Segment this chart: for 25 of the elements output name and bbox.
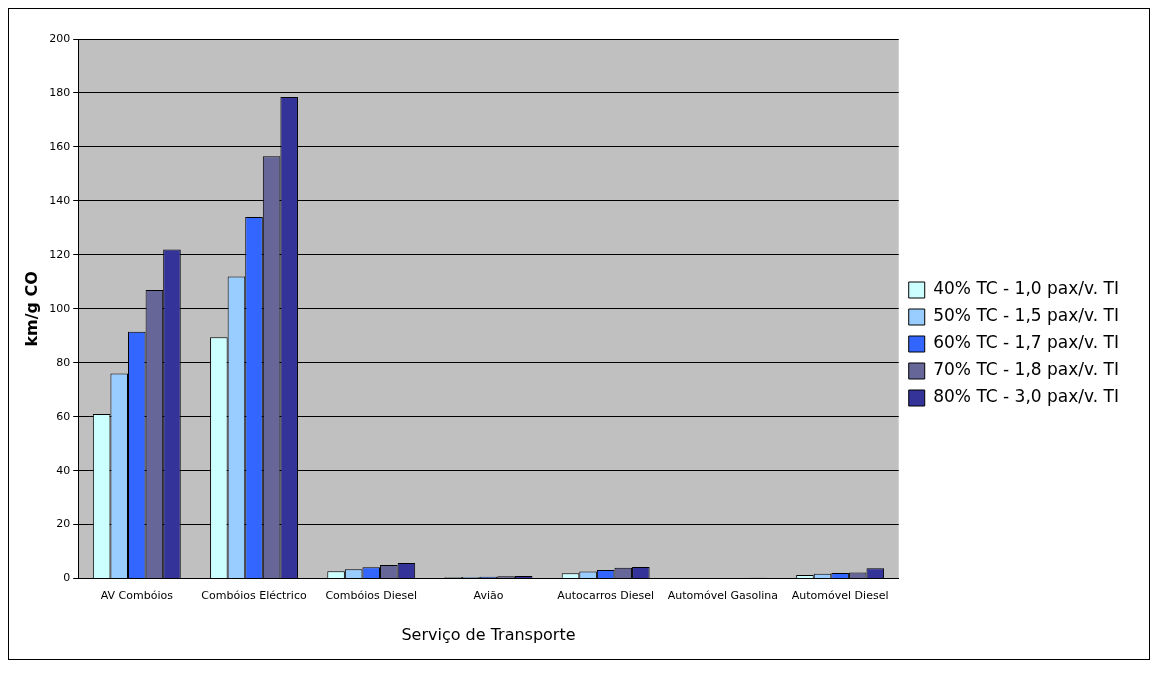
y-tick-label: 60 xyxy=(56,409,71,423)
legend-label: 70% TC - 1,8 pax/v. TI xyxy=(933,359,1120,380)
x-tick-label: Combóios Diesel xyxy=(325,589,418,603)
legend-label: 50% TC - 1,5 pax/v. TI xyxy=(933,305,1120,326)
x-tick-label: Automóvel Gasolina xyxy=(667,589,779,603)
y-tick-label: 140 xyxy=(49,193,71,207)
x-tick-label: Automóvel Diesel xyxy=(791,589,889,603)
y-tick-label: 160 xyxy=(49,139,71,153)
y-tick-label: 80 xyxy=(56,355,71,369)
x-tick-label: Avião xyxy=(473,589,504,603)
y-tick-label: 100 xyxy=(49,301,71,315)
x-tick-label: Combóios Eléctrico xyxy=(201,589,307,603)
y-tick-label: 120 xyxy=(49,247,71,261)
y-tick-label: 200 xyxy=(49,31,71,45)
legend-label: 80% TC - 3,0 pax/v. TI xyxy=(933,386,1120,407)
y-tick-label: 0 xyxy=(63,571,71,585)
x-tick-label: Autocarros Diesel xyxy=(557,589,655,603)
y-tick-label: 180 xyxy=(49,85,71,99)
y-tick-label: 40 xyxy=(56,463,71,477)
legend-label: 60% TC - 1,7 pax/v. TI xyxy=(933,332,1120,353)
y-axis-title: km/g CO xyxy=(21,271,41,347)
legend-label: 40% TC - 1,0 pax/v. TI xyxy=(933,278,1120,299)
y-tick-label: 20 xyxy=(56,517,71,531)
x-axis-title: Serviço de Transporte xyxy=(401,624,576,644)
x-tick-label: AV Combóios xyxy=(100,589,174,603)
